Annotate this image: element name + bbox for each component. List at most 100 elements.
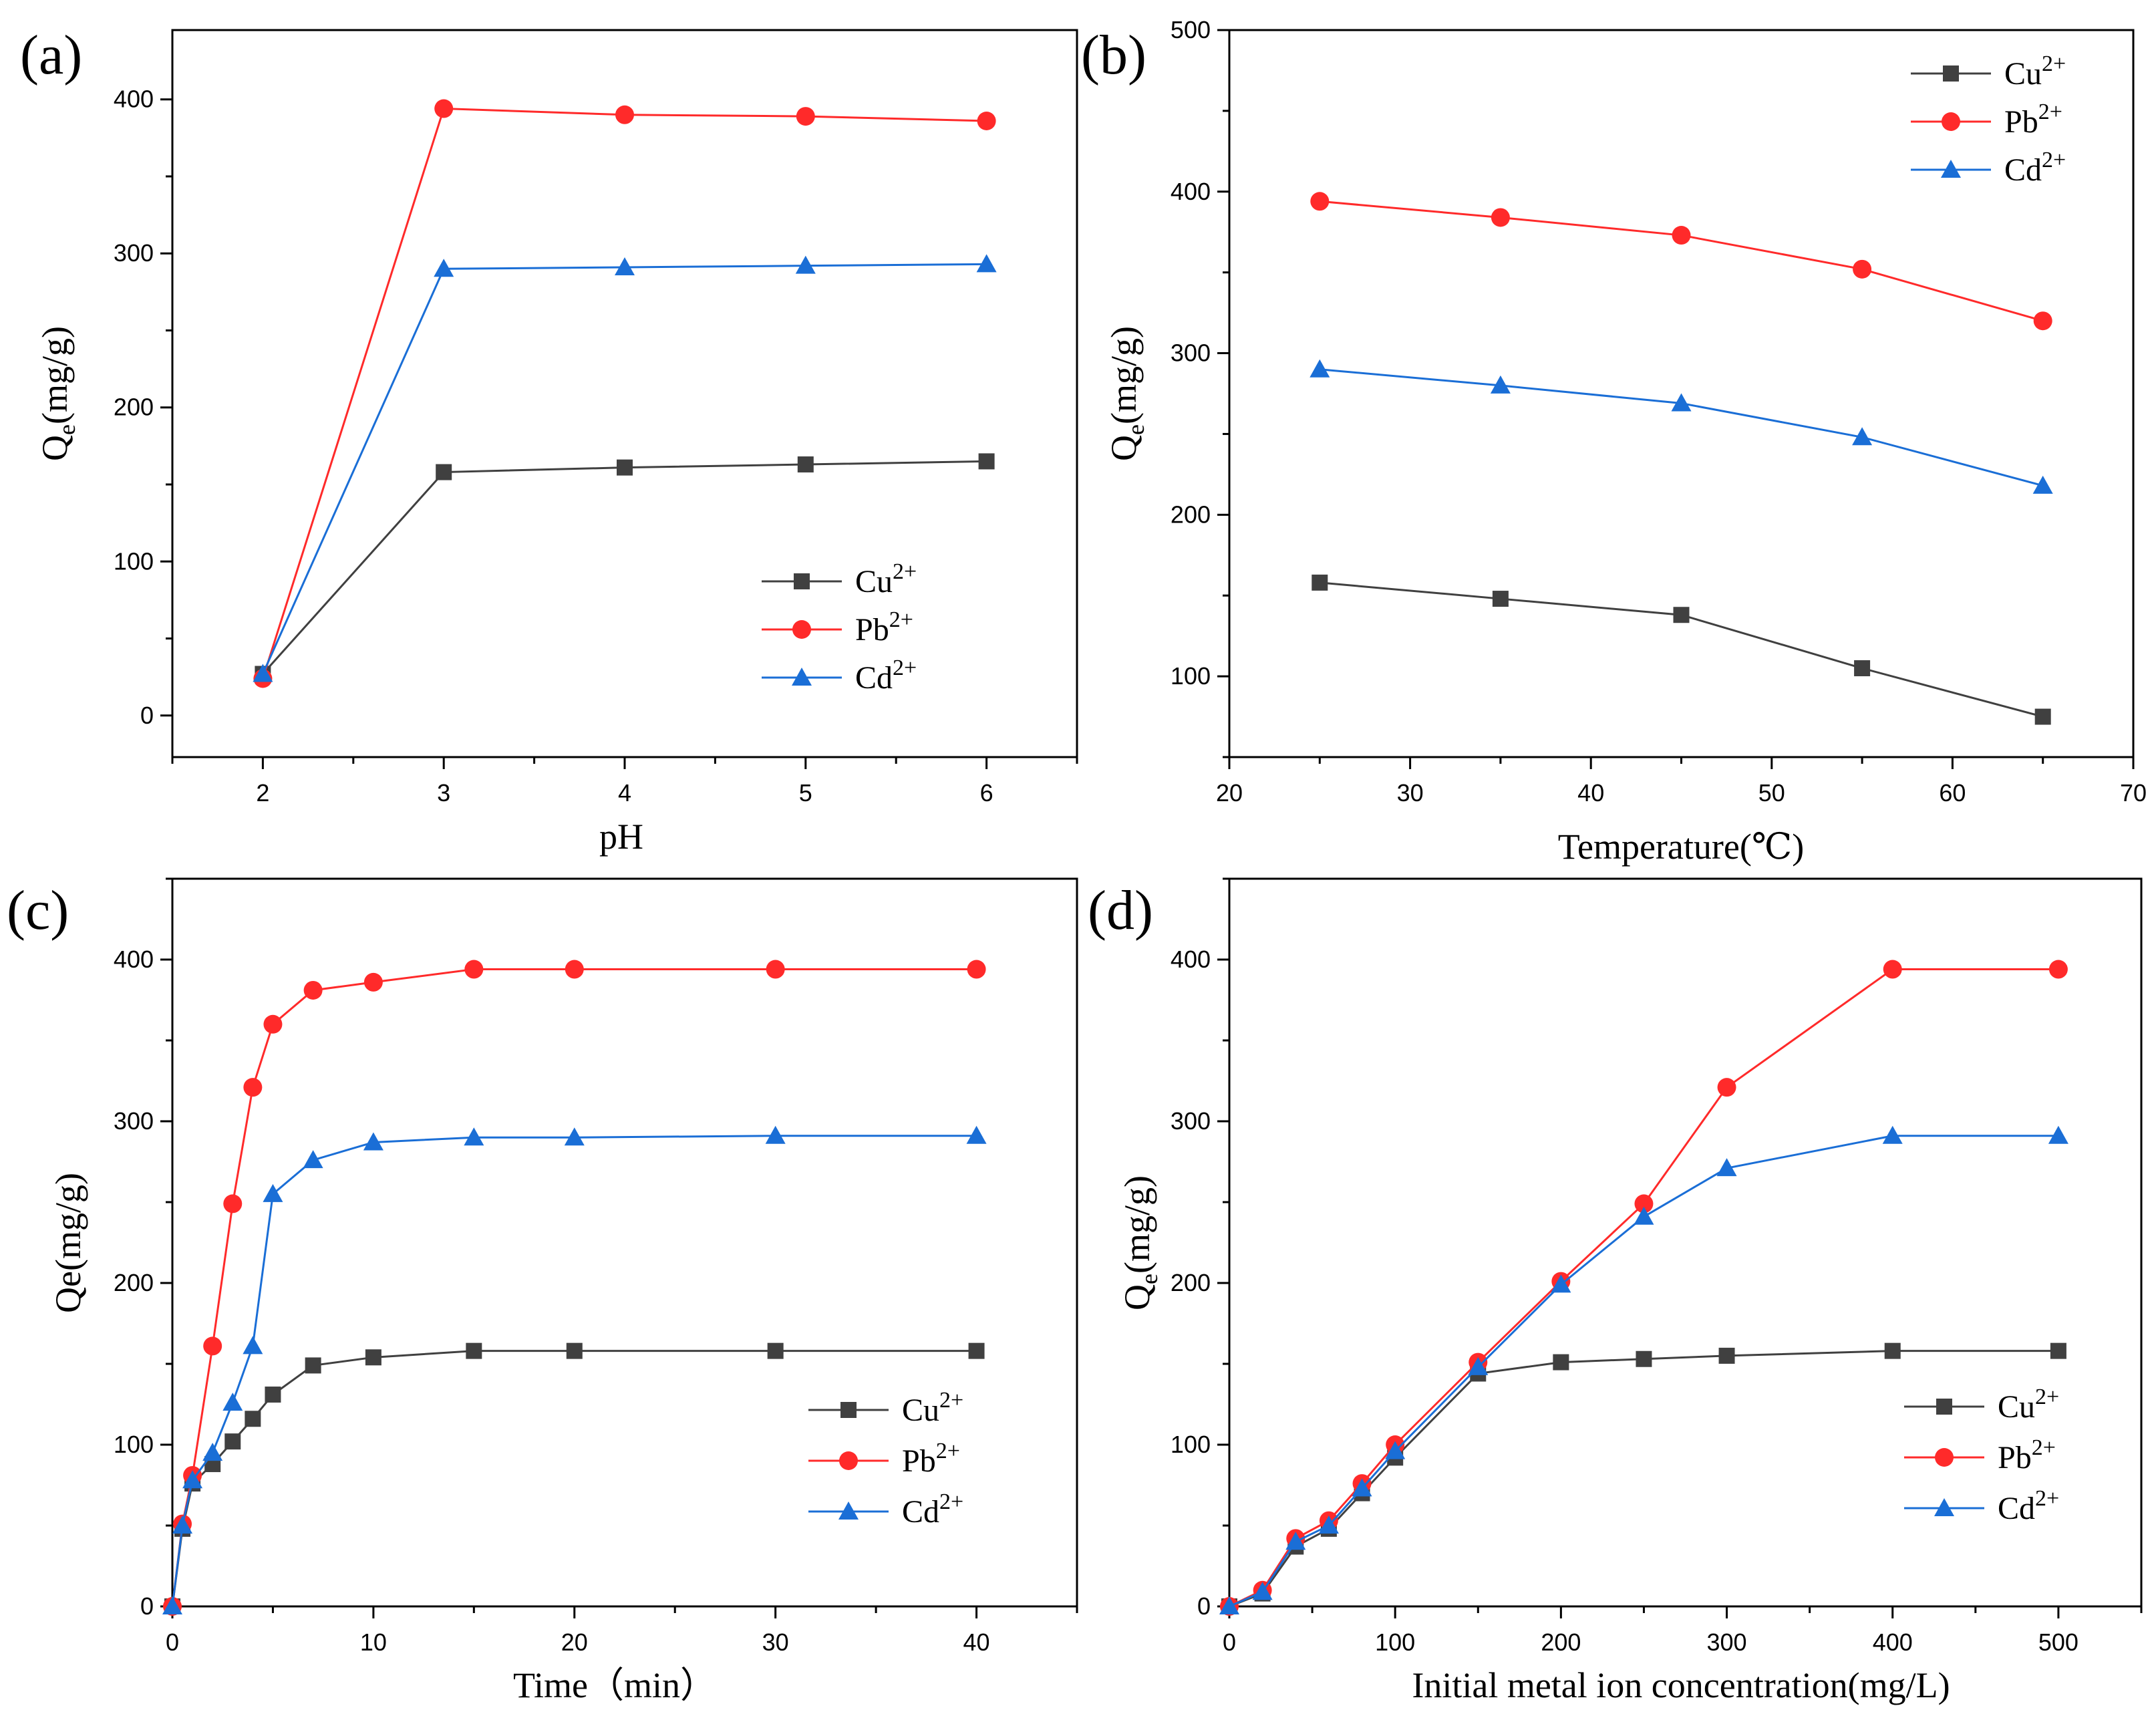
y-axis-label: Qe(mg/g)	[1104, 326, 1149, 461]
legend-label: Cu2+	[855, 559, 917, 599]
data-point	[976, 254, 997, 273]
legend-marker	[1941, 160, 1961, 178]
series-line	[1229, 1135, 2058, 1608]
y-tick-label: 100	[114, 547, 154, 575]
data-point	[2034, 708, 2051, 725]
data-point	[303, 1150, 323, 1169]
x-axis-label: Time（min）	[513, 1665, 716, 1705]
data-point	[223, 1194, 243, 1213]
series-cd	[253, 254, 997, 682]
series-cu	[1312, 574, 2051, 725]
x-tick-label: 300	[1707, 1628, 1747, 1656]
data-point	[564, 1127, 585, 1146]
chart-panel-a: 2 3 4 5 6 0 100 200 300 400 (a) pH Qe(mg/g) Cu2+ Pb2+ C…	[20, 24, 1078, 857]
x-tick-label: 10	[360, 1628, 387, 1656]
legend-marker	[1935, 1448, 1954, 1467]
x-tick-label: 3	[437, 779, 450, 807]
x-tick-label: 0	[1223, 1628, 1236, 1656]
legend-entry-pb: Pb2+	[808, 1439, 960, 1479]
x-tick-label: 30	[1397, 779, 1424, 807]
legend-marker	[839, 1451, 858, 1470]
data-point	[263, 1183, 283, 1202]
data-point	[1716, 1158, 1737, 1177]
legend-label: Cd2+	[1998, 1486, 2059, 1526]
legend-entry-pb: Pb2+	[762, 607, 913, 648]
series-pb	[163, 960, 986, 1616]
data-point	[1634, 1194, 1654, 1213]
legend-marker	[794, 573, 810, 589]
data-point	[203, 1336, 222, 1356]
data-point	[797, 456, 814, 473]
legend-marker	[792, 620, 811, 639]
data-point	[795, 255, 816, 274]
legend-entry-cu: Cu2+	[762, 559, 917, 599]
data-point	[365, 1349, 381, 1366]
data-point	[303, 980, 323, 1000]
series-line	[1320, 581, 2044, 718]
legend-marker	[792, 668, 812, 686]
data-point	[1673, 607, 1690, 623]
y-tick-label: 0	[140, 1592, 154, 1620]
data-point	[1717, 1078, 1736, 1097]
data-point	[162, 1596, 182, 1614]
legend-entry-cd: Cd2+	[1911, 148, 2066, 188]
legend-label: Pb2+	[902, 1439, 960, 1479]
legend-marker	[1943, 65, 1959, 82]
y-tick-label: 100	[1171, 662, 1211, 690]
data-point	[245, 1411, 261, 1427]
data-point	[967, 960, 986, 979]
y-tick-label: 400	[1171, 178, 1211, 205]
y-tick-label: 400	[114, 86, 154, 113]
y-tick-label: 0	[140, 702, 154, 729]
legend-marker	[1936, 1399, 1952, 1415]
x-axis-label: Initial metal ion concentration(mg/L)	[1412, 1665, 1950, 1705]
x-tick-label: 400	[1873, 1628, 1913, 1656]
x-axis-label: pH	[599, 817, 643, 857]
y-tick-label: 200	[114, 1269, 154, 1296]
data-point	[172, 1516, 193, 1534]
data-point	[1385, 1441, 1406, 1459]
data-point	[182, 1470, 203, 1489]
data-point	[977, 112, 996, 130]
legend-label: Cd2+	[2004, 148, 2066, 188]
data-point	[2048, 1125, 2068, 1144]
data-point	[1490, 375, 1511, 394]
data-point	[1634, 1206, 1654, 1225]
data-point	[617, 459, 633, 476]
legend-entry-cd: Cd2+	[1904, 1486, 2059, 1526]
legend-label: Pb2+	[855, 607, 913, 648]
series-pb	[1310, 192, 2052, 331]
data-point	[434, 99, 454, 118]
data-point	[1718, 1347, 1735, 1364]
series-cd	[1219, 1125, 2068, 1614]
data-point	[1671, 393, 1692, 412]
y-tick-label: 100	[1171, 1431, 1211, 1458]
data-point	[615, 105, 634, 124]
data-point	[202, 1443, 223, 1461]
x-tick-label: 6	[980, 779, 993, 807]
series-pb	[1220, 960, 2068, 1616]
x-axis-label: Temperature(℃)	[1558, 827, 1804, 867]
data-point	[968, 1342, 985, 1359]
x-tick-label: 0	[166, 1628, 179, 1656]
data-point	[2048, 960, 2068, 979]
data-point	[1318, 1516, 1339, 1534]
y-tick-label: 500	[1171, 16, 1211, 43]
y-tick-label: 400	[1171, 946, 1211, 973]
data-point	[224, 1433, 241, 1450]
series-line	[1229, 1350, 2058, 1608]
series-cd	[1310, 359, 2053, 494]
data-point	[1553, 1354, 1569, 1371]
y-tick-label: 200	[1171, 500, 1211, 528]
y-tick-label: 300	[114, 239, 154, 267]
data-point	[966, 1125, 987, 1144]
x-tick-label: 2	[256, 779, 269, 807]
data-point	[1491, 208, 1510, 227]
legend-label: Cd2+	[855, 656, 917, 696]
chart-panel-d: 0 100 200 300 400 500 0 100 200 300 400 (d) Initial …	[1088, 877, 2143, 1705]
y-tick-label: 100	[114, 1431, 154, 1458]
data-point	[1219, 1596, 1239, 1614]
data-point	[243, 1336, 263, 1354]
data-point	[263, 1014, 283, 1034]
data-point	[1852, 427, 1873, 446]
